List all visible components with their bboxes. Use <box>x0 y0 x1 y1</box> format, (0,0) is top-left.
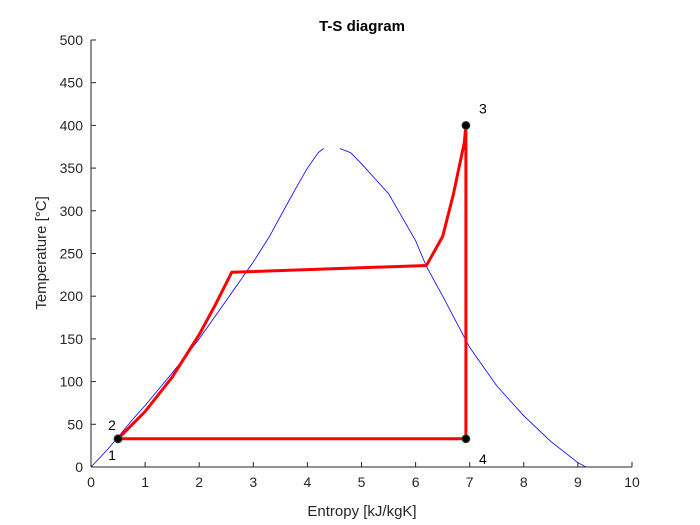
y-tick-label: 50 <box>67 416 83 432</box>
y-tick-label: 100 <box>60 374 84 390</box>
x-tick-label: 2 <box>195 474 203 490</box>
plot-frame <box>91 40 632 467</box>
state-point-3 <box>461 121 471 130</box>
x-tick-label: 8 <box>520 474 528 490</box>
x-tick-label: 9 <box>574 474 582 490</box>
y-tick-label: 400 <box>60 117 84 133</box>
point-label-4: 4 <box>479 451 487 467</box>
point-label-3: 3 <box>479 100 487 116</box>
series-line-saturation-liquid <box>90 148 324 468</box>
plot-area: 1 2 3 4 <box>90 100 587 468</box>
y-tick-label: 450 <box>60 75 84 91</box>
y-axis-title: Temperature [°C] <box>33 196 50 310</box>
x-tick-label: 4 <box>304 474 312 490</box>
y-tick-label: 300 <box>60 203 84 219</box>
x-tick-label: 7 <box>466 474 474 490</box>
x-tick-label: 3 <box>249 474 257 490</box>
chart-title: T-S diagram <box>319 18 405 35</box>
point-label-1: 1 <box>108 447 116 463</box>
y-tick-label: 0 <box>75 459 83 475</box>
point-label-2: 2 <box>108 417 116 433</box>
axes: 0 1 2 3 4 5 6 7 8 9 100501001502002503003504004505… <box>60 32 640 490</box>
y-tick-label: 200 <box>60 288 84 304</box>
y-tick-label: 250 <box>60 246 84 262</box>
y-tick-label: 150 <box>60 331 84 347</box>
state-point-2 <box>113 434 123 444</box>
x-tick-label: 10 <box>624 474 640 490</box>
series-line-saturation-vapor <box>339 148 587 468</box>
y-tick-label: 350 <box>60 160 84 176</box>
y-tick-label: 500 <box>60 32 84 48</box>
x-tick-label: 1 <box>141 474 149 490</box>
x-tick-label: 0 <box>87 474 95 490</box>
x-tick-label: 6 <box>412 474 420 490</box>
state-point-4 <box>461 434 471 444</box>
series-line-cycle <box>116 123 468 441</box>
x-axis-title: Entropy [kJ/kgK] <box>307 503 416 520</box>
x-tick-label: 5 <box>358 474 366 490</box>
